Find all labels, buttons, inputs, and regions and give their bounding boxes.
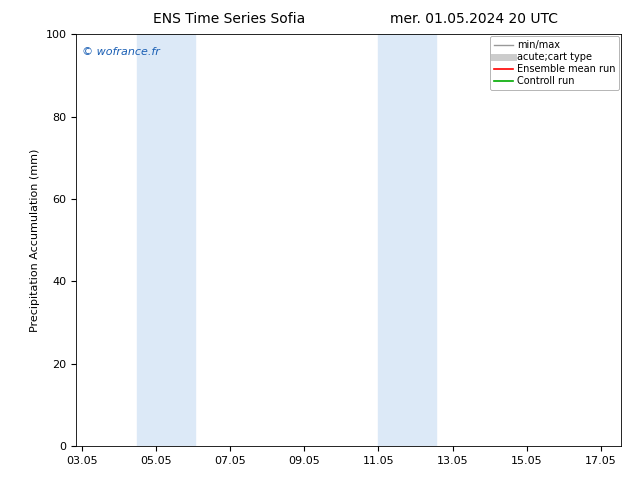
Text: mer. 01.05.2024 20 UTC: mer. 01.05.2024 20 UTC	[390, 12, 558, 26]
Legend: min/max, acute;cart type, Ensemble mean run, Controll run: min/max, acute;cart type, Ensemble mean …	[489, 36, 619, 90]
Text: © wofrance.fr: © wofrance.fr	[82, 47, 159, 57]
Bar	[378, 34, 436, 446]
Bar	[138, 34, 195, 446]
Y-axis label: Precipitation Accumulation (mm): Precipitation Accumulation (mm)	[30, 148, 40, 332]
Text: ENS Time Series Sofia: ENS Time Series Sofia	[153, 12, 305, 26]
